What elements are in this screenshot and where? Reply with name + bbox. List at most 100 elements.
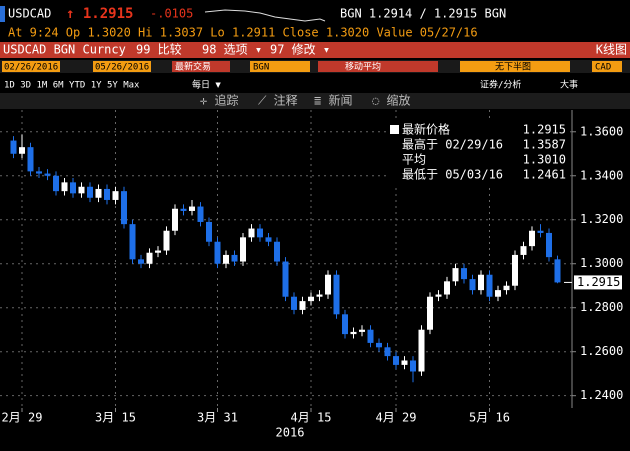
x-tick-label: 2月 29 — [2, 411, 43, 425]
candle-body — [36, 171, 42, 174]
candle-body — [61, 182, 68, 192]
candle-body — [146, 252, 153, 264]
candle-body — [452, 268, 459, 282]
candle-body — [299, 301, 306, 310]
candle-body — [104, 188, 110, 200]
candle-body — [138, 259, 144, 264]
periods[interactable]: 1D 3D 1M 6M YTD 1Y 5Y Max — [4, 81, 140, 91]
moving-average[interactable]: 移动平均 — [345, 61, 381, 73]
tool[interactable]: ≣ 新闻 — [314, 93, 352, 108]
last-price-label: 1.2915 — [577, 275, 620, 289]
end-date[interactable]: 05/26/2016 — [95, 63, 149, 73]
candle-body — [435, 294, 442, 297]
candle-body — [155, 250, 161, 253]
candle-body — [70, 182, 76, 194]
frequency[interactable]: 每日 ▼ — [192, 79, 221, 91]
candle-body — [410, 360, 416, 372]
x-tick-label: 3月 31 — [197, 411, 238, 425]
candle-body — [333, 274, 340, 315]
options-button[interactable]: 98 选项 ▾ — [202, 43, 262, 57]
tool[interactable]: ◌ 缩放 — [372, 93, 410, 108]
source[interactable]: BGN — [253, 63, 269, 73]
candle-body — [27, 147, 34, 172]
candle-body — [240, 237, 246, 262]
candle-body — [282, 261, 289, 297]
last-trade[interactable]: 最新交易 — [175, 61, 211, 73]
legend-name: 最低于 05/03/16 — [402, 168, 503, 182]
analysis[interactable]: 证券/分析 — [480, 79, 521, 91]
candle-body — [359, 329, 365, 332]
tool[interactable]: ✛ 追踪 — [200, 93, 238, 108]
legend-name: 最新价格 — [402, 122, 450, 137]
last-trade-box — [172, 61, 230, 72]
y-tick-label: 1.2400 — [580, 388, 623, 402]
legend-name: 最高于 02/29/16 — [402, 137, 503, 152]
candle-body — [427, 296, 433, 330]
security[interactable]: USDCAD BGN Curncy — [3, 43, 126, 57]
legend-swatch — [390, 125, 399, 134]
candle-body — [10, 140, 17, 154]
legend-name: 平均 — [402, 153, 426, 167]
candle-body — [503, 285, 510, 291]
lower-panel[interactable]: 无下半图 — [495, 61, 531, 73]
y-tick-label: 1.2600 — [580, 344, 623, 358]
candle-body — [520, 246, 527, 255]
candle-body — [291, 296, 297, 310]
last-price-tag — [574, 275, 622, 290]
quote-line: At 9:24 Op 1.3020 Hi 1.3037 Lo 1.2911 Cl… — [8, 26, 478, 40]
candle-body — [129, 224, 136, 260]
candle-body — [350, 331, 357, 335]
candle-body — [376, 342, 382, 348]
ticker-flag — [0, 6, 5, 22]
modify-button[interactable]: 97 修改 ▾ — [270, 42, 330, 57]
currency[interactable]: CAD — [595, 63, 611, 73]
candle-body — [469, 279, 476, 291]
candle-body — [223, 254, 229, 264]
candle-body — [44, 173, 51, 176]
candle-body — [274, 241, 280, 262]
end-box — [93, 61, 151, 72]
candle-body — [121, 191, 127, 225]
candle-body — [248, 228, 255, 238]
candle-body — [444, 281, 450, 295]
candle-body — [393, 356, 399, 365]
candle-body — [367, 329, 374, 343]
x-axis-title: 2016 — [276, 426, 305, 440]
compare-button[interactable]: 99 比较 — [136, 42, 182, 57]
y-tick-label: 1.3600 — [580, 124, 623, 138]
candle-body — [197, 206, 204, 222]
candle-body — [478, 274, 484, 291]
candle-body — [384, 347, 391, 357]
tool-bar — [0, 93, 630, 109]
x-tick-label: 4月 29 — [376, 411, 417, 425]
legend-box — [388, 118, 568, 184]
events[interactable]: 大事 — [560, 79, 578, 91]
tool[interactable]: ⟋ 注释 — [258, 93, 298, 108]
candle-body — [537, 230, 544, 233]
lower-box — [460, 61, 570, 72]
candle-body — [189, 206, 195, 211]
candle-body — [78, 186, 85, 194]
legend-value: 1.3010 — [523, 153, 566, 167]
ccy-box — [592, 61, 622, 72]
candle-body — [87, 186, 93, 198]
candle-body — [342, 314, 348, 335]
candle-body — [180, 208, 187, 211]
candle-body — [529, 230, 535, 247]
change: -.0105 — [150, 7, 193, 21]
legend-value: 1.2461 — [523, 168, 566, 182]
x-tick-label: 3月 15 — [95, 411, 136, 425]
candle-body — [486, 274, 493, 297]
candle-body — [95, 188, 102, 198]
chart-kind[interactable]: K线图 — [596, 43, 627, 57]
candle-body — [163, 230, 170, 251]
x-tick-label: 4月 15 — [291, 411, 332, 425]
start-date[interactable]: 02/26/2016 — [4, 63, 58, 73]
candle-body — [308, 296, 314, 302]
ma-box — [318, 61, 438, 72]
candle-body — [112, 191, 119, 200]
candle-body — [214, 241, 221, 264]
candle-body — [172, 208, 178, 231]
